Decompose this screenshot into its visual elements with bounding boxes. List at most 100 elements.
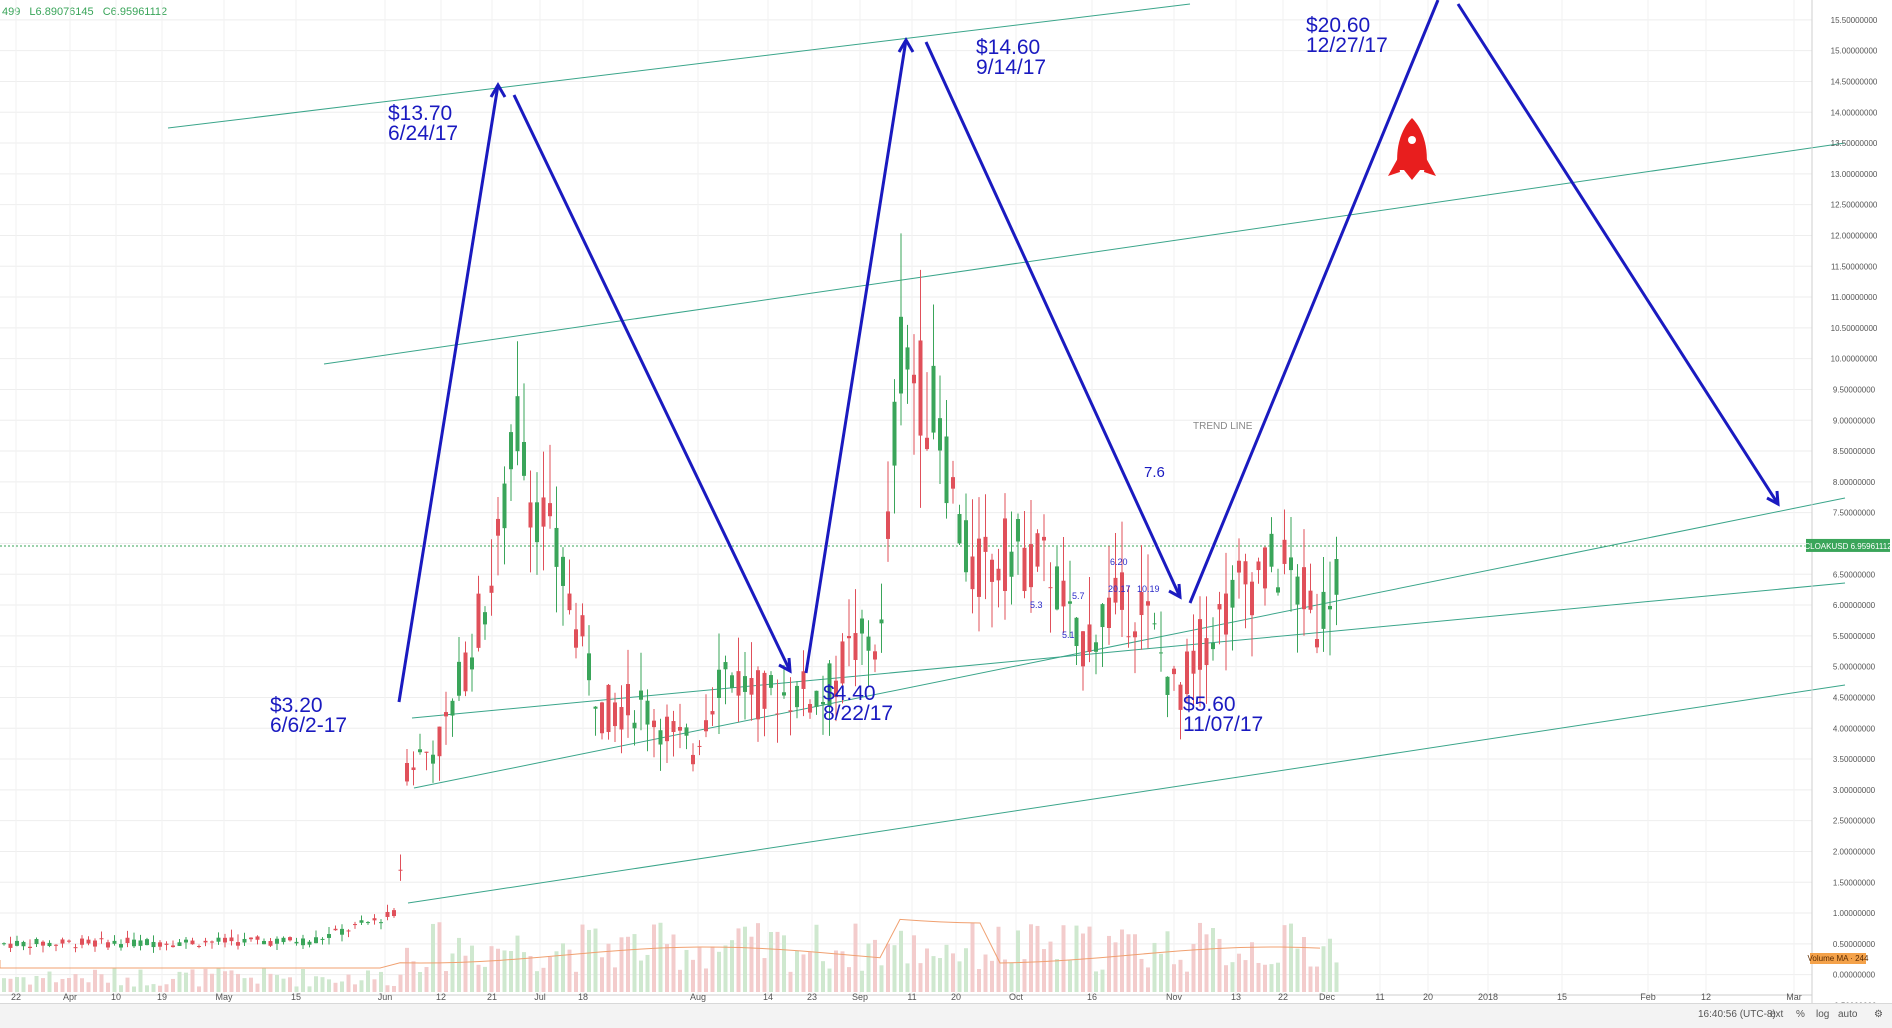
candle-body [1308, 590, 1313, 610]
candle-body [93, 940, 97, 947]
candle-body [216, 937, 221, 942]
candle-body [418, 749, 422, 753]
time-tick-label: Mar [1786, 992, 1802, 1002]
volume-bar [41, 978, 45, 992]
candle-body [1094, 642, 1098, 652]
volume-bar [54, 982, 58, 992]
volume-bar [1042, 949, 1046, 992]
candle-body [288, 937, 292, 941]
candle-body [957, 514, 962, 544]
candlesticks [2, 233, 1339, 955]
volume-bar [1152, 942, 1157, 992]
candle-body [340, 928, 344, 935]
volume-bar [301, 968, 305, 992]
ext-toggle[interactable]: ext [1770, 1009, 1784, 1020]
last-price-tag-label: CLOAKUSD 6.95961112 [1804, 542, 1892, 551]
candle-body [795, 685, 799, 708]
candle-body [164, 943, 169, 945]
volume-bar [502, 950, 507, 992]
volume-bar [372, 979, 377, 992]
candle-body [411, 767, 416, 771]
volume-bar [216, 967, 221, 992]
candle-body [1204, 638, 1209, 666]
candle-body [450, 700, 455, 716]
candle-body [242, 938, 247, 943]
price-tick-label: 4.00000000 [1833, 724, 1876, 733]
volume-bar [1048, 941, 1053, 992]
volume-bar [47, 971, 52, 992]
volume-bar [1003, 959, 1007, 992]
candle-body [535, 502, 539, 543]
volume-bar [164, 984, 169, 992]
time-tick-label: 15 [291, 992, 301, 1002]
volume-bar [710, 946, 715, 992]
candle-body [782, 692, 786, 696]
candle-body [47, 942, 52, 947]
annotation-date: 11/07/17 [1183, 713, 1263, 736]
volume-bar [1185, 971, 1189, 992]
candle-body [996, 568, 1001, 581]
candle-body [268, 941, 273, 946]
candle-body [1185, 651, 1189, 695]
annotation-labels: $3.206/6/2-17 $13.706/24/17 $4.408/22/17 $1… [270, 14, 1388, 737]
volume-bar [645, 954, 650, 992]
volume-bar [418, 971, 422, 992]
volume-bar [470, 945, 474, 992]
volume-bar [1198, 922, 1202, 992]
small-level-label: 5.1 [1062, 630, 1075, 640]
volume-bar [1243, 960, 1248, 992]
price-tick-label: 13.00000000 [1831, 170, 1878, 179]
candle-body [678, 726, 682, 731]
time-tick-label: 20 [1423, 992, 1433, 1002]
auto-toggle[interactable]: auto [1838, 1009, 1858, 1020]
price-chart[interactable]: $3.206/6/2-17 $13.706/24/17 $4.408/22/17 $1… [0, 0, 1892, 1003]
volume-bar [1165, 931, 1170, 992]
time-tick-label: Aug [690, 992, 706, 1002]
volume-bar [106, 982, 110, 992]
level-label: 7.6 [1144, 464, 1165, 481]
candle-body [522, 441, 526, 476]
volume-bar [1217, 938, 1222, 992]
candle-body [41, 941, 45, 946]
volume-bar [775, 931, 780, 992]
candle-body [1191, 650, 1196, 674]
volume-bar [1074, 925, 1079, 992]
candle-body [1009, 551, 1014, 577]
volume-bar [223, 971, 227, 992]
volume-bar [912, 935, 916, 992]
volume-bar [431, 923, 435, 992]
candle-body [990, 559, 994, 582]
candle-body [827, 663, 832, 707]
time-axis[interactable]: 22 Apr 10 19 May 15 Jun 12 21 Jul 18 Aug 14 23 Sep 11 20… [0, 992, 1812, 1002]
percent-toggle[interactable]: % [1796, 1009, 1805, 1020]
volume-bar [535, 971, 539, 992]
volume-bar [184, 972, 188, 992]
volume-bar [249, 977, 253, 992]
volume-bar [788, 971, 793, 992]
volume-bar [138, 969, 143, 992]
volume-bar [1263, 964, 1267, 992]
volume-bar [145, 985, 149, 992]
volume-bar [1009, 962, 1014, 992]
volume-bar [892, 945, 897, 992]
log-toggle[interactable]: log [1816, 1009, 1830, 1020]
candle-body [1165, 676, 1170, 695]
settings-gear-icon[interactable]: ⚙ [1874, 1009, 1883, 1020]
volume-bar [307, 986, 312, 992]
candle-body [1243, 561, 1248, 585]
candle-body [281, 937, 286, 943]
candle-body [236, 942, 240, 946]
volume-bar [1295, 948, 1300, 992]
candle-body [346, 930, 351, 932]
candle-body [613, 702, 617, 727]
volume-bar [93, 969, 97, 992]
small-level-label: 10.19 [1137, 584, 1160, 594]
arrow-head [778, 657, 792, 674]
volume-bar [632, 934, 637, 992]
volume-bar [275, 975, 279, 992]
candle-body [67, 940, 71, 942]
candle-body [626, 684, 630, 716]
candle-body [314, 937, 318, 944]
price-axis[interactable]: 15.50000000 15.00000000 14.50000000 14.0000… [1804, 0, 1892, 1003]
candle-body [873, 651, 877, 660]
